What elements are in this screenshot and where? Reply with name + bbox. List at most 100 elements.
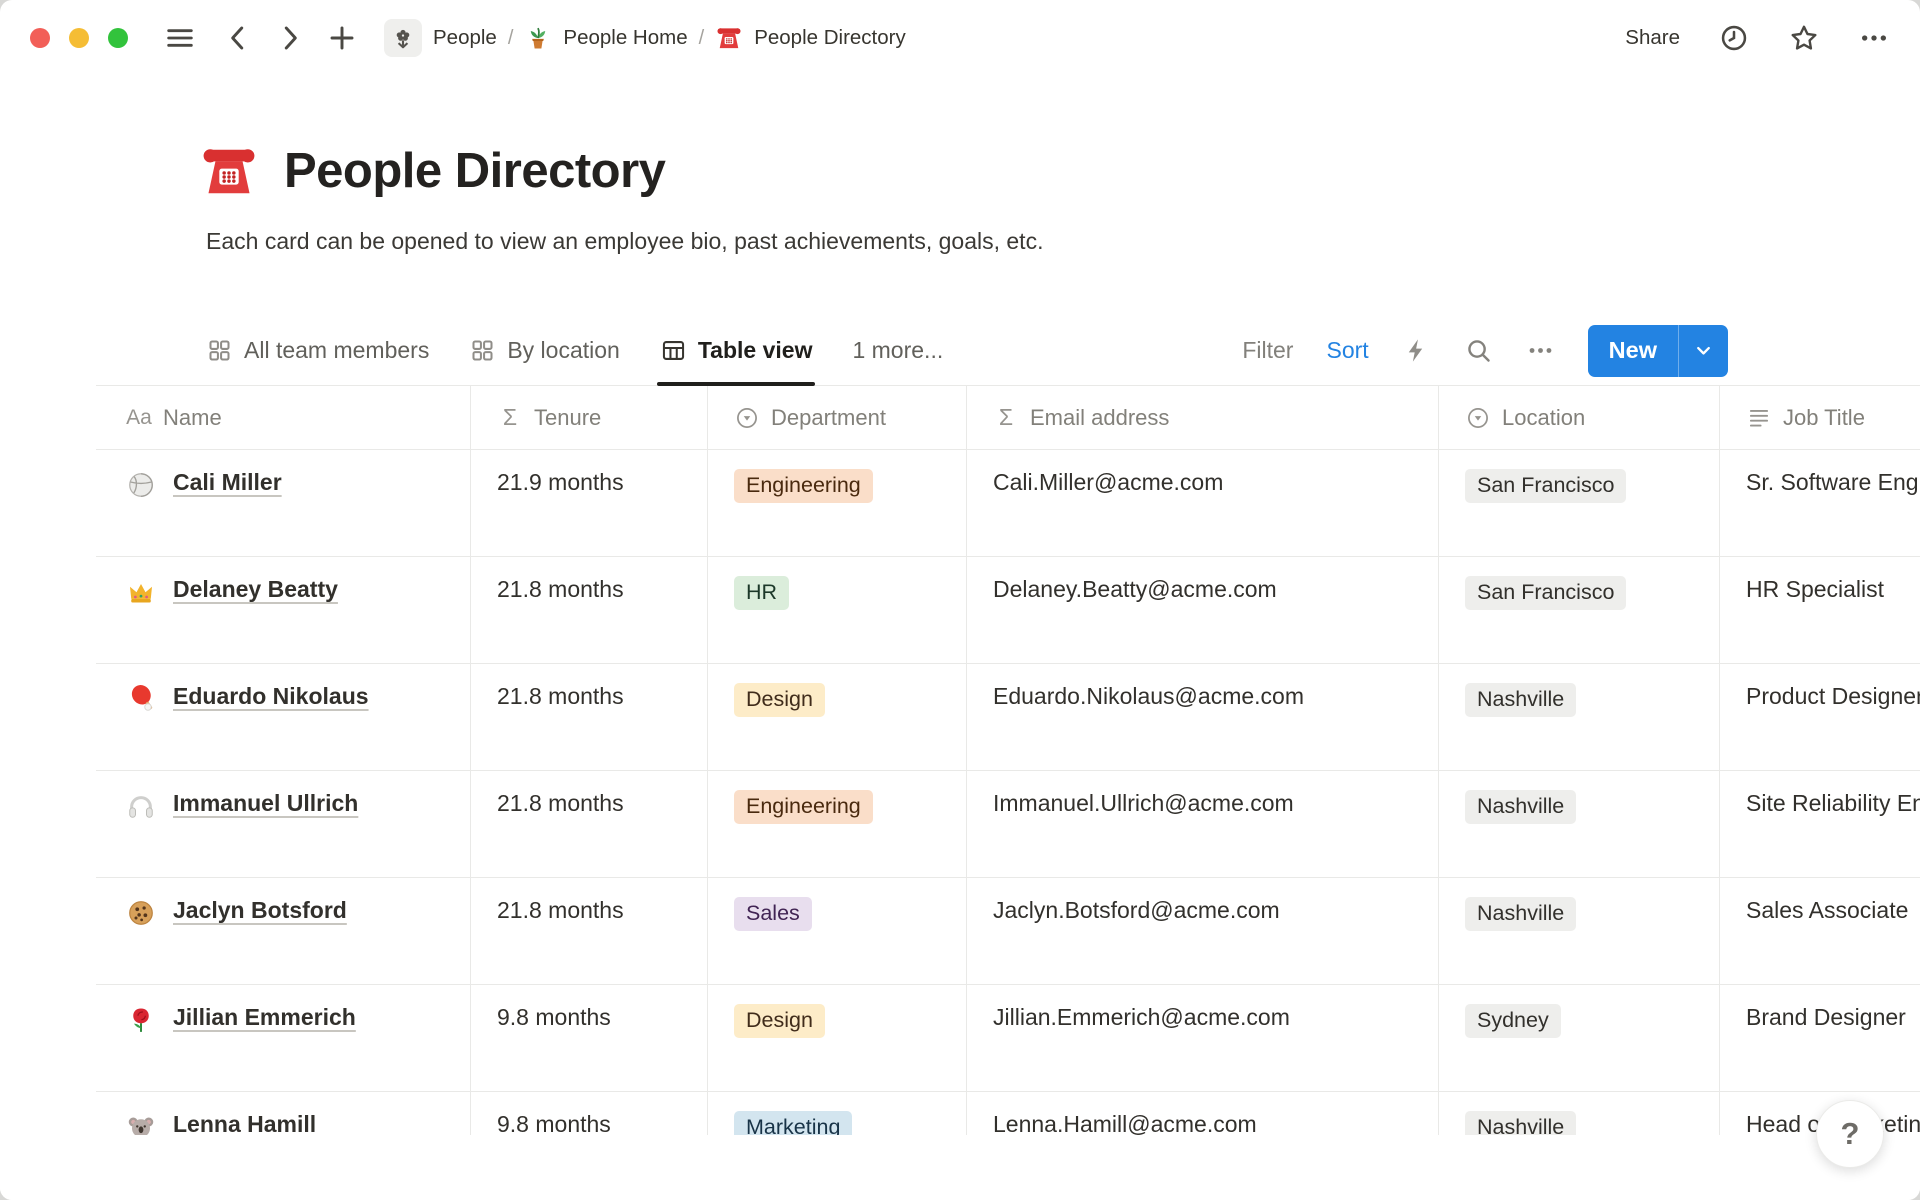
location-cell[interactable]: San Francisco — [1439, 450, 1720, 556]
job-title-cell[interactable]: Site Reliability Engineer — [1746, 790, 1920, 816]
location-tag: Nashville — [1465, 683, 1577, 717]
column-header[interactable]: Department — [708, 386, 967, 449]
automations-bolt-icon[interactable] — [1402, 336, 1431, 365]
location-tag: San Francisco — [1465, 576, 1627, 610]
page-emoji-red-telephone-icon[interactable] — [198, 140, 260, 202]
more-options-icon[interactable] — [1858, 22, 1890, 54]
person-name-link[interactable]: Immanuel Ullrich — [173, 790, 359, 816]
table-row: Cali Miller 21.9 months Engineering Cali… — [96, 450, 1920, 557]
location-cell[interactable]: Nashville — [1439, 771, 1720, 877]
person-name-link[interactable]: Eduardo Nikolaus — [173, 683, 369, 709]
job-title-cell[interactable]: HR Specialist — [1746, 576, 1885, 602]
tenure-cell[interactable]: 21.8 months — [471, 771, 708, 877]
zoom-window-button[interactable] — [108, 28, 128, 48]
breadcrumb-item[interactable]: People Home — [524, 24, 688, 52]
new-button[interactable]: New — [1587, 324, 1728, 377]
minimize-window-button[interactable] — [69, 28, 89, 48]
email-cell[interactable]: Cali.Miller@acme.com — [967, 450, 1439, 556]
person-name-link[interactable]: Jillian Emmerich — [173, 1004, 356, 1030]
new-page-icon[interactable] — [326, 22, 358, 54]
column-header-label: Job Title — [1783, 404, 1865, 430]
tenure-cell[interactable]: 21.9 months — [471, 450, 708, 556]
view-tabs-bar: All team members By location Table view … — [96, 316, 1920, 386]
rollup-property-icon — [734, 405, 760, 431]
email-cell[interactable]: Lenna.Hamill@acme.com — [967, 1092, 1439, 1198]
location-cell[interactable]: Nashville — [1439, 878, 1720, 984]
name-cell[interactable]: Jaclyn Botsford — [96, 878, 471, 984]
tenure-cell[interactable]: 9.8 months — [471, 985, 708, 1091]
favorite-star-icon[interactable] — [1788, 22, 1820, 54]
person-name-link[interactable]: Jaclyn Botsford — [173, 897, 347, 923]
new-dropdown-chevron-icon[interactable] — [1679, 325, 1728, 377]
department-tag: Sales — [734, 897, 812, 931]
updates-clock-icon[interactable] — [1718, 22, 1750, 54]
view-tab[interactable]: By location — [469, 316, 620, 385]
view-tab[interactable]: All team members — [206, 316, 429, 385]
filter-button[interactable]: Filter — [1242, 337, 1294, 363]
department-cell[interactable]: Engineering — [708, 771, 967, 877]
column-header[interactable]: Location — [1439, 386, 1720, 449]
sort-button[interactable]: Sort — [1326, 337, 1369, 363]
share-button[interactable]: Share — [1625, 26, 1680, 49]
page-title: People Directory — [284, 144, 666, 198]
email-cell[interactable]: Jaclyn.Botsford@acme.com — [967, 878, 1439, 984]
tenure-cell[interactable]: 21.8 months — [471, 557, 708, 663]
column-header-label: Name — [163, 404, 222, 430]
name-cell[interactable]: Lenna Hamill — [96, 1092, 471, 1198]
department-cell[interactable]: Engineering — [708, 450, 967, 556]
job-title-cell[interactable]: Brand Designer — [1746, 1004, 1906, 1030]
table-row: Jaclyn Botsford 21.8 months Sales Jaclyn… — [96, 878, 1920, 985]
column-header[interactable]: Σ Email address — [967, 386, 1439, 449]
forward-icon[interactable] — [274, 22, 306, 54]
view-tab[interactable]: 1 more... — [852, 316, 943, 385]
close-window-button[interactable] — [30, 28, 50, 48]
department-cell[interactable]: Sales — [708, 878, 967, 984]
job-title-cell[interactable]: Sr. Software Engineer — [1746, 469, 1920, 495]
email-cell[interactable]: Immanuel.Ullrich@acme.com — [967, 771, 1439, 877]
email-cell[interactable]: Delaney.Beatty@acme.com — [967, 557, 1439, 663]
email-cell[interactable]: Eduardo.Nikolaus@acme.com — [967, 664, 1439, 770]
tenure-cell[interactable]: 21.8 months — [471, 664, 708, 770]
view-tab-label: All team members — [244, 337, 430, 363]
person-name-link[interactable]: Delaney Beatty — [173, 576, 338, 602]
column-header[interactable]: Aa Name — [96, 386, 471, 449]
back-icon[interactable] — [222, 22, 254, 54]
name-cell[interactable]: Immanuel Ullrich — [96, 771, 471, 877]
help-button[interactable]: ? — [1816, 1100, 1884, 1168]
name-cell[interactable]: Eduardo Nikolaus — [96, 664, 471, 770]
location-cell[interactable]: Sydney — [1439, 985, 1720, 1091]
sidebar-toggle-icon[interactable] — [164, 22, 196, 54]
potted-plant-icon — [524, 24, 552, 52]
department-cell[interactable]: Design — [708, 664, 967, 770]
name-cell[interactable]: Jillian Emmerich — [96, 985, 471, 1091]
table-row: Jillian Emmerich 9.8 months Design Jilli… — [96, 985, 1920, 1092]
department-tag: Design — [734, 683, 825, 717]
job-title-cell[interactable]: Sales Associate — [1746, 897, 1909, 923]
department-cell[interactable]: HR — [708, 557, 967, 663]
view-tab[interactable]: Table view — [656, 316, 816, 386]
person-name-link[interactable]: Lenna Hamill — [173, 1111, 317, 1137]
job-title-cell[interactable]: Product Designer — [1746, 683, 1920, 709]
department-cell[interactable]: Design — [708, 985, 967, 1091]
breadcrumb-item[interactable]: People — [384, 19, 497, 57]
workspace-icon — [384, 19, 422, 57]
name-cell[interactable]: Delaney Beatty — [96, 557, 471, 663]
tenure-cell[interactable]: 21.8 months — [471, 878, 708, 984]
view-tab-label: Table view — [697, 337, 813, 363]
search-icon[interactable] — [1464, 336, 1493, 365]
view-options-icon[interactable] — [1526, 336, 1555, 365]
column-header[interactable]: Σ Tenure — [471, 386, 708, 449]
view-tab-label: 1 more... — [852, 337, 944, 363]
email-cell[interactable]: Jillian.Emmerich@acme.com — [967, 985, 1439, 1091]
table-row: Immanuel Ullrich 21.8 months Engineering… — [96, 771, 1920, 878]
new-button-label[interactable]: New — [1608, 337, 1657, 363]
name-cell[interactable]: Cali Miller — [96, 450, 471, 556]
table-view-icon — [660, 337, 687, 364]
column-header[interactable]: Job Title — [1720, 386, 1920, 449]
person-name-link[interactable]: Cali Miller — [173, 469, 282, 495]
location-cell[interactable]: San Francisco — [1439, 557, 1720, 663]
breadcrumb-item[interactable]: People Directory — [715, 24, 906, 52]
location-cell[interactable]: Nashville — [1439, 664, 1720, 770]
view-tab-label: By location — [507, 337, 620, 363]
rose-emoji-icon — [126, 1005, 156, 1035]
